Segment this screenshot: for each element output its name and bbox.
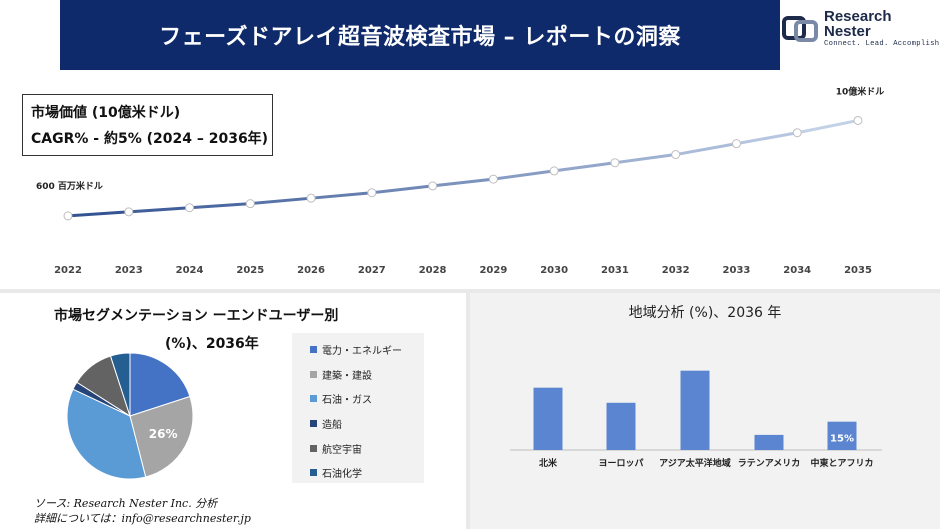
source-line: ソース: Research Nester Inc. 分析 <box>34 497 218 510</box>
legend-item: 電力・エネルギー <box>310 337 424 362</box>
pie-slice <box>66 388 147 480</box>
vertical-divider <box>466 293 470 529</box>
bar <box>533 387 563 450</box>
x-tick-label: 2026 <box>297 265 325 276</box>
bar-category-label: ヨーロッパ <box>598 457 643 469</box>
end-user-pie-chart: 26% <box>66 352 194 480</box>
pie-legend: 電力・エネルギー 建築・建設石油・ガス造船航空宇宙石油化学 <box>292 333 424 483</box>
horizontal-divider <box>0 289 940 293</box>
x-tick-label: 2030 <box>540 265 568 276</box>
page-title: フェーズドアレイ超音波検査市場 – レポートの洞察 <box>159 25 681 50</box>
regional-bar-chart: 北米 ヨーロッパ アジア太平洋地域 ラテンアメリカ 中東とアフリカ 15% <box>510 370 882 469</box>
legend-item: 石油・ガス <box>310 386 424 411</box>
x-tick-label: 2027 <box>358 265 386 276</box>
line-segment <box>66 210 131 218</box>
line-segment <box>795 118 860 135</box>
x-tick-label: 2022 <box>54 265 82 276</box>
source-note: ソース: Research Nester Inc. 分析 詳細については：inf… <box>34 496 251 526</box>
legend-swatch <box>310 345 317 353</box>
line-segment <box>613 153 678 165</box>
bar-category-label: アジア太平洋地域 <box>659 457 731 469</box>
line-point <box>549 166 559 176</box>
logo-tagline: Connect. Lead. Accomplish <box>824 40 940 49</box>
line-segment <box>674 142 738 157</box>
line-point <box>428 181 438 191</box>
line-point <box>124 207 134 217</box>
line-point <box>185 203 195 213</box>
end-value-label: 10億米ドル <box>836 85 885 97</box>
legend-swatch <box>310 469 317 477</box>
start-value-label: 600 百万米ドル <box>36 180 103 192</box>
bar <box>680 370 710 450</box>
bar <box>827 421 857 450</box>
x-tick-label: 2025 <box>236 265 264 276</box>
research-nester-logo: Research Nester Connect. Lead. Accomplis… <box>782 8 940 49</box>
line-segment <box>370 184 435 195</box>
line-point <box>488 174 498 184</box>
line-segment <box>734 131 799 146</box>
pie-data-label: 26% <box>149 427 178 441</box>
line-segment <box>127 206 192 214</box>
pie-slice <box>129 352 191 417</box>
legend-label: 石油・ガス <box>322 395 372 407</box>
pie-slice <box>129 395 194 478</box>
line-point <box>306 193 316 203</box>
bar-data-label: 15% <box>830 434 854 445</box>
legend-swatch <box>310 370 317 378</box>
legend-label: 造船 <box>322 419 342 431</box>
contact-line: 詳細については：info@researchnester.jp <box>34 512 251 525</box>
logo-mark-icon <box>782 15 820 43</box>
market-info-box: 市場価値 (10億米ドル) CAGR% - 約5% (2024 – 2036年) <box>22 94 273 156</box>
market-value-line-chart: 2022 2023 2024 2025 2026 2027 2028 2029 2030 2031… <box>36 85 885 276</box>
legend-label: 電力・エネルギー <box>322 345 402 357</box>
line-segment <box>248 196 313 206</box>
legend-item: 石油化学 <box>310 460 424 485</box>
line-point <box>792 128 802 138</box>
legend-item: 航空宇宙 <box>310 436 424 461</box>
line-segment <box>309 191 374 200</box>
logo-name: Research Nester <box>824 8 892 41</box>
line-segment <box>491 169 556 181</box>
bar-category-label: 北米 <box>539 457 558 469</box>
line-point <box>367 188 377 198</box>
line-point <box>63 211 73 221</box>
market-value-label: 市場価値 (10億米ドル) <box>31 105 181 121</box>
bar-category-label: 中東とアフリカ <box>810 457 873 469</box>
legend-swatch <box>310 444 317 452</box>
segment-title: 市場セグメンテーション ーエンドユーザー別 <box>54 308 339 324</box>
line-segment <box>188 202 252 210</box>
line-point <box>245 199 255 209</box>
line-point <box>853 115 863 125</box>
segment-subtitle: (%)、2036年 <box>165 336 259 352</box>
x-tick-label: 2029 <box>479 265 507 276</box>
bar-category-label: ラテンアメリカ <box>738 458 801 469</box>
bar <box>606 402 636 450</box>
title-banner: フェーズドアレイ超音波検査市場 – レポートの洞察 <box>60 0 780 70</box>
cagr-label: CAGR% - 約5% (2024 – 2036年) <box>31 131 269 147</box>
line-segments <box>66 118 860 218</box>
x-tick-label: 2033 <box>723 265 751 276</box>
line-point <box>671 150 681 160</box>
x-tick-label: 2023 <box>115 265 143 276</box>
line-point <box>731 139 741 149</box>
x-tick-label: 2035 <box>844 265 872 276</box>
x-tick-label: 2031 <box>601 265 629 276</box>
legend-swatch <box>310 395 317 403</box>
legend-item: 造船 <box>310 411 424 436</box>
legend-label: 建築・建設 <box>322 370 372 382</box>
legend-item: 建築・建設 <box>310 362 424 387</box>
x-tick-label: 2024 <box>176 265 204 276</box>
x-tick-label: 2032 <box>662 265 690 276</box>
line-segment <box>552 161 617 173</box>
pie-slice <box>109 352 131 417</box>
line-point <box>610 158 620 168</box>
legend-swatch <box>310 419 317 427</box>
region-title: 地域分析 (%)、2036 年 <box>628 305 782 321</box>
line-segment <box>431 177 495 188</box>
legend-label: 航空宇宙 <box>322 444 362 456</box>
bar <box>754 434 784 450</box>
x-tick-label: 2034 <box>783 265 811 276</box>
x-tick-label: 2028 <box>419 265 447 276</box>
legend-label: 石油化学 <box>322 469 362 481</box>
